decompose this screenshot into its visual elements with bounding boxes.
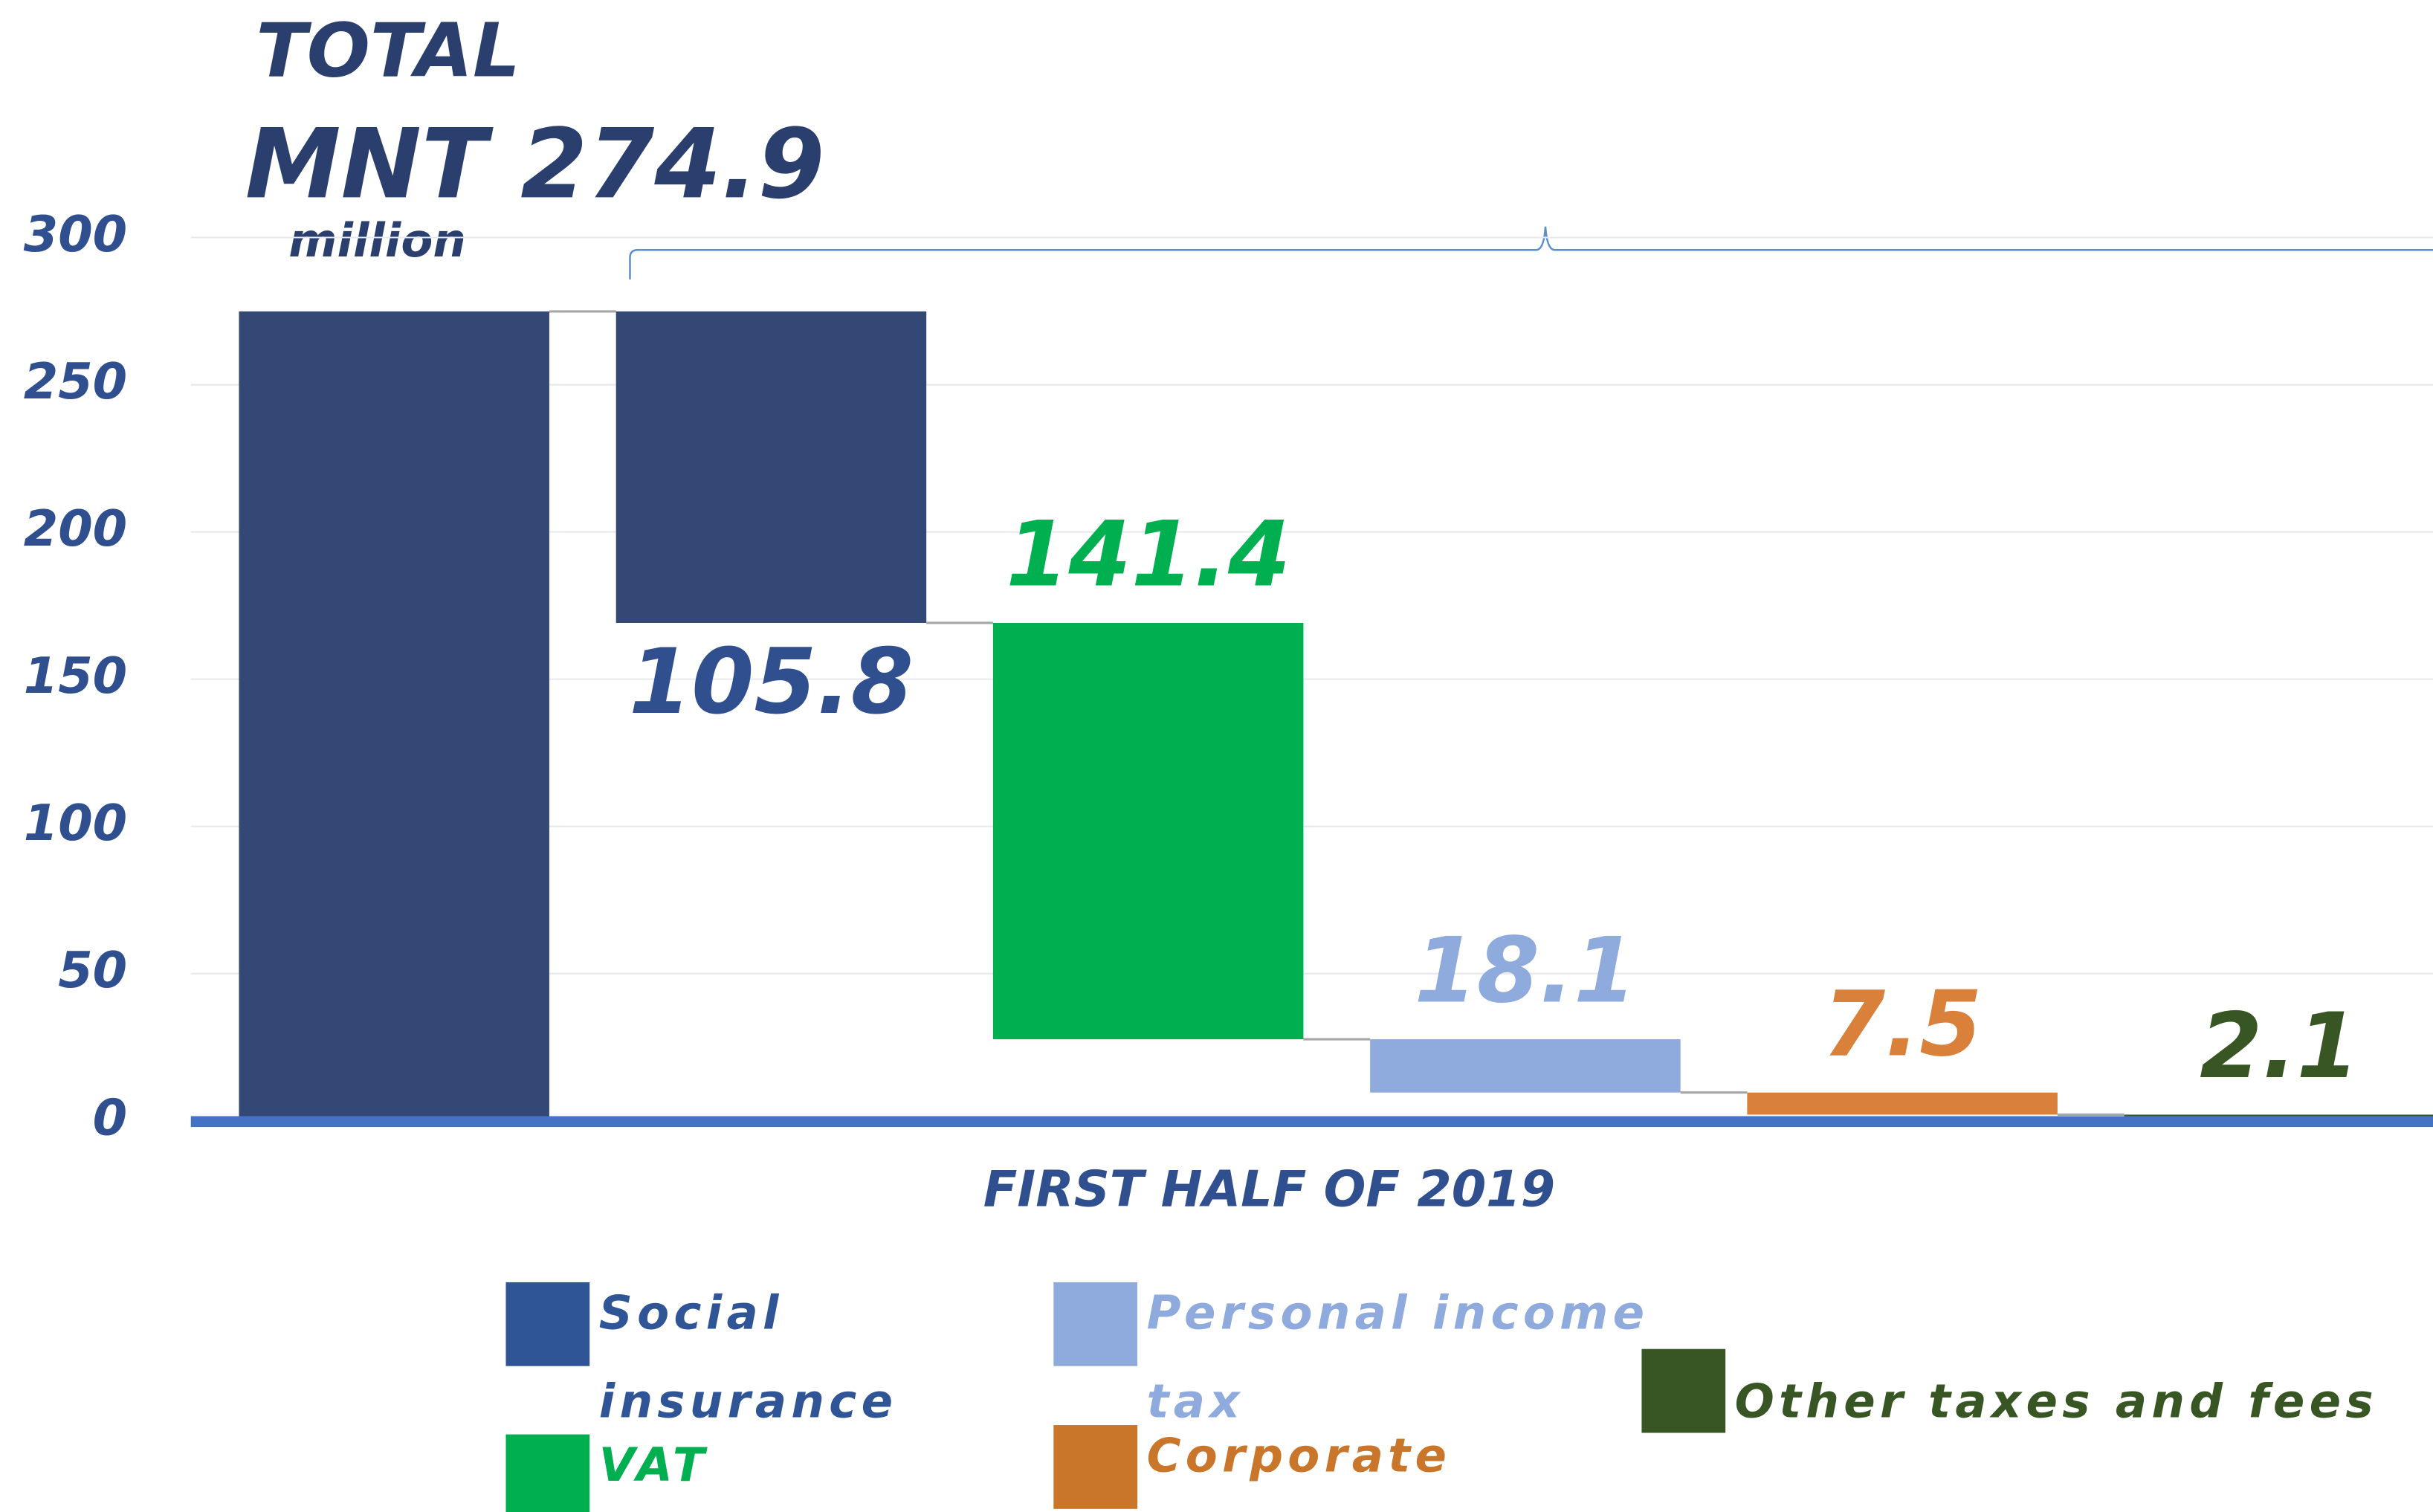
data-label: 105.8 xyxy=(629,630,914,734)
x-axis xyxy=(190,1116,2433,1128)
legend: Social insurance VAT Personal income taxCo… xyxy=(598,1287,2378,1493)
legend-swatch xyxy=(1053,1425,1138,1509)
bar xyxy=(1370,1039,1681,1093)
y-tick-label: 300 xyxy=(24,205,127,263)
data-label: 7.5 xyxy=(1823,972,1982,1076)
bar xyxy=(1747,1092,2058,1115)
legend-label: Personal income tax xyxy=(1146,1287,1650,1430)
total-annotation: TOTAL xyxy=(256,7,520,94)
data-label: 2.1 xyxy=(2200,994,2359,1099)
y-tick-label: 50 xyxy=(58,941,127,999)
data-label: 141.4 xyxy=(1006,503,1290,607)
y-tick-label: 150 xyxy=(24,647,127,705)
data-label: 18.1 xyxy=(1415,919,1637,1024)
legend-swatch xyxy=(1053,1282,1138,1366)
legend-swatch xyxy=(505,1282,590,1366)
bar xyxy=(239,311,549,1121)
legend-label: Other taxes and fees xyxy=(1734,1375,2378,1430)
brace xyxy=(629,226,2433,280)
legend-label: Social insurance xyxy=(598,1287,898,1430)
y-tick-label: 100 xyxy=(24,794,127,852)
y-tick-label: 0 xyxy=(93,1088,127,1146)
legend-swatch xyxy=(505,1434,590,1512)
y-tick-label: 250 xyxy=(24,352,127,410)
bar xyxy=(615,311,927,623)
bar xyxy=(992,622,1304,1040)
legend-label: VAT xyxy=(598,1438,709,1493)
x-axis-label: FIRST HALF OF 2019 xyxy=(983,1160,1555,1218)
legend-swatch xyxy=(1641,1348,1726,1433)
legend-label: Corporate xyxy=(1146,1429,1452,1484)
y-tick-label: 200 xyxy=(24,500,127,558)
total-annotation: MNT 274.9 xyxy=(245,108,825,220)
total-annotation: million xyxy=(288,213,466,268)
